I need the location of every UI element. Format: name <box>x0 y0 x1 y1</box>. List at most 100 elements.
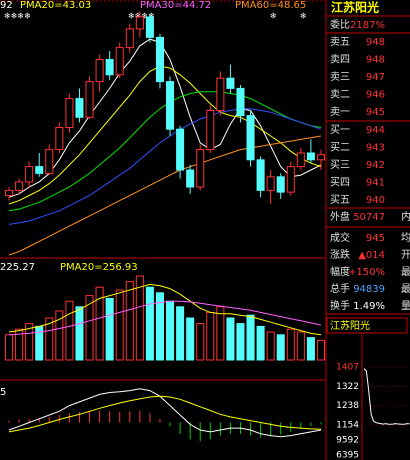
row-label: 总手 <box>330 282 350 295</box>
volume-bar <box>166 300 175 361</box>
volume-bar <box>55 310 64 361</box>
row-value: 941 <box>366 178 385 189</box>
ma-line <box>8 65 322 205</box>
row-value: 945 <box>366 233 385 244</box>
volume-bar <box>196 323 205 361</box>
marker: ❄❄❄❄ <box>4 12 31 21</box>
row-label: 买一 <box>330 124 350 136</box>
candle-body <box>95 59 104 83</box>
row-label: 买三 <box>330 159 350 171</box>
row-value: 944 <box>366 125 385 136</box>
candle-body <box>236 87 245 117</box>
row-extra: 内 <box>401 210 410 223</box>
row-label: 买四 <box>330 177 350 189</box>
y-tick-label: 1154 <box>336 421 359 431</box>
candle-body <box>55 127 64 151</box>
volume-bar <box>296 331 305 361</box>
y-tick-label: 1238 <box>336 401 359 411</box>
candle-body <box>226 77 235 89</box>
indicator-label: PMA60=48.65 <box>235 0 306 11</box>
row-label: 卖二 <box>330 89 350 101</box>
ma-line <box>8 91 322 212</box>
volume-bar <box>186 317 195 361</box>
volume-bar <box>256 325 265 361</box>
indicator-label: PMA20=256.93 <box>60 262 138 273</box>
row-value: 942 <box>366 160 385 171</box>
candle-body <box>25 166 34 183</box>
candle-body <box>166 81 175 130</box>
volume-bar <box>25 323 34 361</box>
row-extra: 量 <box>401 300 410 312</box>
volume-bar <box>266 331 275 361</box>
row-extra: 最 <box>401 266 410 278</box>
row-label: 卖四 <box>330 54 350 66</box>
marker: ❄❄❄❄ <box>128 12 155 21</box>
row-label: 卖五 <box>330 36 350 48</box>
volume-bar <box>45 317 54 361</box>
row-value: 948 <box>366 37 385 48</box>
volume-bar <box>176 306 185 361</box>
row-label: 买五 <box>330 194 350 206</box>
row-value: ▲014 <box>358 250 385 261</box>
indicator-label: PMA20=43.03 <box>20 0 91 11</box>
volume-bar <box>246 314 255 361</box>
candle-body <box>196 149 205 188</box>
row-value: 945 <box>366 107 385 118</box>
volume-bar <box>5 334 14 361</box>
row-extra: 最 <box>401 283 410 295</box>
stock-name: 江苏阳光 <box>331 0 379 15</box>
row-label: 换手 <box>330 299 350 312</box>
candle-body <box>45 149 54 174</box>
volume-bar <box>226 317 235 361</box>
row-label: 委比 <box>330 18 350 31</box>
candle-body <box>216 77 225 111</box>
candle-body <box>266 176 275 191</box>
row-label: 卖三 <box>330 71 350 83</box>
volume-bar <box>276 334 285 361</box>
candle-body <box>176 128 185 171</box>
volume-bar <box>145 286 154 361</box>
volume-ma-line <box>8 300 322 336</box>
row-value: +150% <box>348 267 385 278</box>
volume-bar <box>85 295 94 361</box>
volume-bar <box>115 289 124 361</box>
volume-bar <box>306 337 315 361</box>
row-value: 948 <box>366 55 385 66</box>
candle-body <box>35 166 44 174</box>
volume-tick-label: 9592 <box>336 436 359 446</box>
row-value: 940 <box>366 195 385 206</box>
candle-body <box>246 115 255 161</box>
y-tick-label: 1322 <box>336 382 359 392</box>
volume-bar <box>286 328 295 361</box>
volume-bar <box>316 339 325 361</box>
candle-body <box>65 98 74 128</box>
candle-body <box>5 189 14 196</box>
row-value: 947 <box>366 72 385 83</box>
volume-bar <box>206 311 215 361</box>
row-value: 94839 <box>353 284 385 295</box>
volume-tick-label: 6395 <box>336 451 359 460</box>
row-value: 1.49% <box>353 301 385 312</box>
row-extra: 均 <box>401 232 410 244</box>
candle-body <box>105 59 114 76</box>
indicator-label: 5 <box>0 387 6 398</box>
volume-bar <box>95 286 104 361</box>
ma-line <box>8 38 322 198</box>
panel-title: 江苏阳光 <box>330 319 370 332</box>
candle-body <box>296 152 305 168</box>
candle-body <box>135 16 144 30</box>
volume-ma-line <box>8 283 322 336</box>
volume-bar <box>75 306 84 361</box>
row-label: 买二 <box>330 142 350 154</box>
row-label: 成交 <box>330 231 350 244</box>
row-label: 外盘 <box>330 210 350 223</box>
candle-body <box>125 28 134 49</box>
marker: ❄ <box>300 12 307 21</box>
indicator-label: PMA30=44.72 <box>140 0 211 11</box>
marker: ❄ <box>270 12 277 21</box>
panel-header <box>326 317 408 334</box>
candle-body <box>155 36 164 83</box>
candle-body <box>186 169 195 188</box>
